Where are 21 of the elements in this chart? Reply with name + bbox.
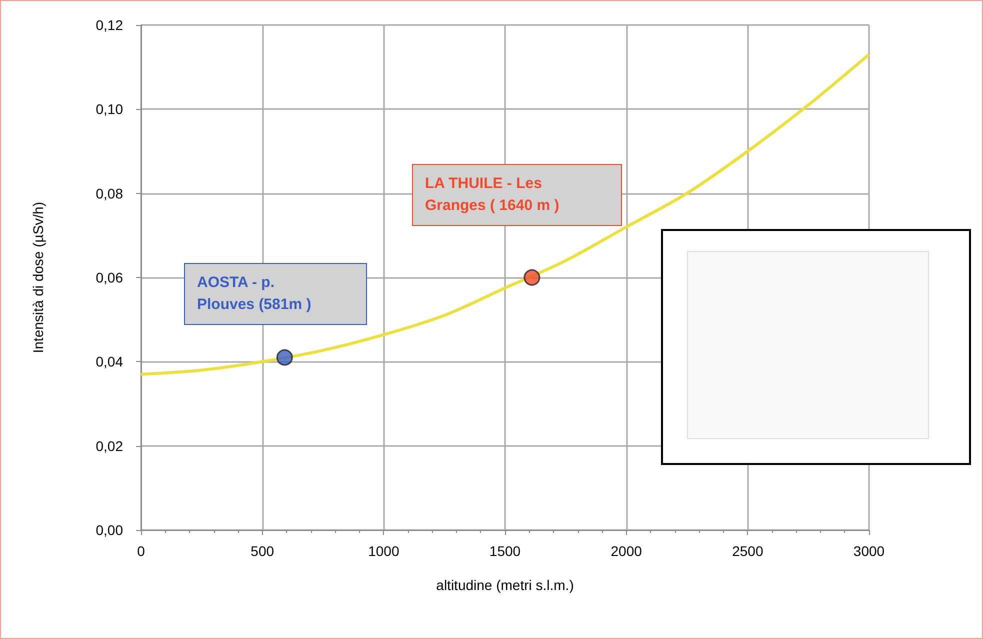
y-tick-label: 0,04 bbox=[96, 354, 124, 370]
annotation: AOSTA - p. Plouves (581m ) bbox=[197, 273, 312, 315]
y-tick-label: 0,08 bbox=[96, 185, 124, 202]
line-series bbox=[140, 52, 870, 376]
x-tick-label: 2500 bbox=[732, 543, 764, 559]
callout-box: LA THUILE - Les Granges ( 1640 m ) bbox=[412, 164, 622, 226]
y-tick-label: 0,06 bbox=[96, 270, 124, 286]
y-tick-label: 0,10 bbox=[96, 101, 124, 118]
annotation: LA THUILE - Les Granges ( 1640 m ) bbox=[425, 174, 560, 216]
callout-box: AOSTA - p. Plouves (581m ) bbox=[184, 263, 367, 325]
y-tick-label: 0,00 bbox=[96, 522, 124, 538]
y-axis-title: Intensità di dose (µSv/h) bbox=[30, 202, 46, 354]
x-tick-label: 2000 bbox=[610, 543, 642, 559]
x-tick-label: 500 bbox=[250, 543, 274, 559]
y-tick-label: 0,12 bbox=[96, 17, 124, 33]
x-tick-label: 1000 bbox=[368, 543, 400, 559]
x-tick-label: 1500 bbox=[489, 543, 521, 559]
x-tick-label: 0 bbox=[137, 543, 146, 559]
x-tick-label: 3000 bbox=[853, 543, 885, 559]
x-axis-title: altitudine (metri s.l.m.) bbox=[436, 577, 574, 593]
y-tick-label: 0,02 bbox=[96, 438, 124, 454]
